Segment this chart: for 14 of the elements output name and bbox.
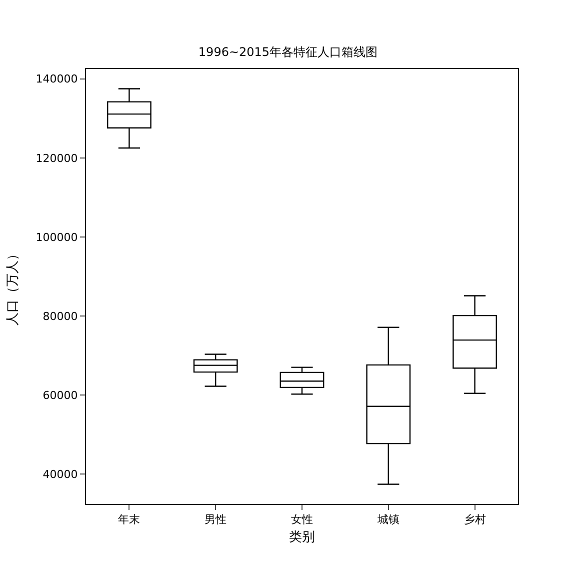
x-tick-label: 城镇 xyxy=(376,513,400,526)
x-tick-label: 女性 xyxy=(291,513,313,526)
y-tick-label: 60000 xyxy=(42,388,78,402)
x-tick-label: 乡村 xyxy=(464,513,486,526)
y-tick-label: 140000 xyxy=(36,72,78,86)
x-axis-title: 类别 xyxy=(289,530,315,545)
y-axis-title: 人口（万人） xyxy=(6,248,21,326)
chart-title: 1996~2015年各特征人口箱线图 xyxy=(198,45,378,60)
y-tick-label: 120000 xyxy=(36,152,78,165)
x-tick-label: 男性 xyxy=(204,513,227,526)
y-tick-label: 80000 xyxy=(42,310,78,323)
x-tick-label: 年末 xyxy=(118,513,140,526)
y-tick-label: 40000 xyxy=(42,468,78,481)
y-tick-label: 100000 xyxy=(36,230,78,244)
